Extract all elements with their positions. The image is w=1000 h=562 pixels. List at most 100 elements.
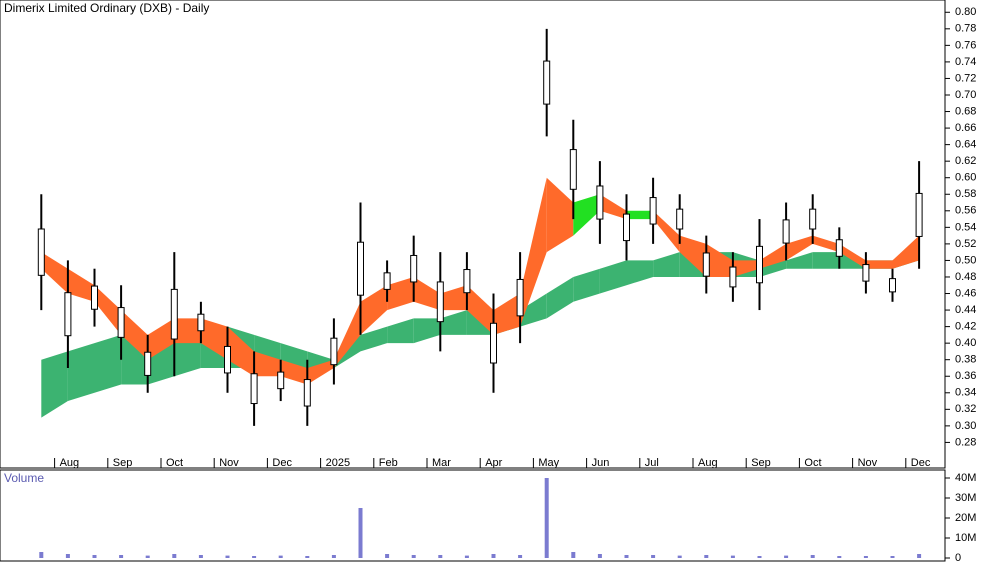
short-band (200, 318, 228, 360)
price-body (436, 281, 444, 323)
volume-bar (544, 478, 549, 558)
volume-bar (597, 554, 602, 558)
volume-bar (331, 555, 336, 558)
price-body (649, 197, 657, 225)
x-tick-label: Dec (911, 457, 931, 469)
price-frame (0, 0, 946, 469)
price-body (490, 322, 497, 364)
volume-bar (438, 555, 443, 558)
volume-bar (571, 552, 576, 558)
volume-bar (784, 555, 789, 558)
volume-bar (464, 555, 469, 558)
short-band (546, 177, 574, 253)
price-body (702, 252, 710, 277)
x-tick-label: Dec (272, 457, 292, 469)
price-body (915, 192, 923, 237)
x-tick-label: Oct (804, 457, 821, 469)
short-band (599, 194, 627, 220)
short-band (147, 318, 175, 360)
short-band (280, 359, 308, 385)
volume-bar (172, 554, 177, 558)
price-body (144, 351, 152, 376)
y-tick-label: 0.62 (955, 155, 976, 167)
volume-bar (917, 554, 922, 558)
long-band (94, 334, 122, 393)
y-tick-label: 30M (955, 492, 976, 504)
x-tick-label: Nov (219, 457, 239, 469)
short-band (41, 252, 68, 294)
long-band (520, 293, 547, 327)
volume-bar (651, 555, 656, 558)
y-tick-label: 0.46 (955, 287, 976, 299)
y-tick-label: 0.28 (955, 436, 976, 448)
short-band (67, 268, 95, 302)
x-tick-label: Nov (858, 457, 878, 469)
long-band (786, 252, 813, 269)
price-body (330, 337, 338, 366)
long-band (599, 260, 627, 294)
short-band (812, 235, 840, 253)
price-body (383, 272, 391, 290)
y-tick-label: 0.42 (955, 321, 976, 333)
y-tick-label: 0.58 (955, 188, 976, 200)
price-body (410, 254, 418, 283)
price-body (889, 278, 896, 293)
long-band (546, 276, 574, 319)
price-body (64, 292, 72, 337)
volume-bar (890, 556, 895, 558)
y-tick-label: 0.74 (955, 56, 976, 68)
volume-bar (145, 555, 150, 558)
short-band (839, 243, 866, 269)
y-tick-label: 0.30 (955, 420, 976, 432)
volume-bar (385, 554, 390, 558)
price-body (117, 307, 125, 338)
x-tick-label: Jun (592, 457, 610, 469)
volume-bar (119, 555, 124, 558)
price-body (729, 266, 737, 288)
x-tick-label: Jul (645, 457, 659, 469)
short-band (227, 326, 255, 377)
long-band (440, 310, 467, 335)
short-band (759, 243, 787, 269)
short-band (679, 235, 707, 277)
x-tick-label: Aug (698, 457, 718, 469)
y-tick-label: 0.54 (955, 221, 976, 233)
y-tick-label: 0.44 (955, 304, 976, 316)
short-band (493, 293, 521, 335)
y-tick-label: 0.50 (955, 254, 976, 266)
short-band (466, 285, 494, 335)
y-tick-label: 0.80 (955, 6, 976, 18)
y-tick-label: 0.40 (955, 337, 976, 349)
price-body (782, 219, 790, 244)
price-body (569, 149, 577, 190)
x-tick-label: Feb (379, 457, 398, 469)
long-band (387, 318, 414, 344)
y-tick-label: 0.38 (955, 354, 976, 366)
price-body (37, 228, 45, 276)
short-band (307, 359, 334, 385)
short-band (892, 235, 920, 269)
y-tick-label: 0.72 (955, 72, 976, 84)
price-body (170, 288, 178, 340)
y-tick-label: 0.60 (955, 172, 976, 184)
volume-bar (198, 555, 203, 558)
y-tick-label: 0.76 (955, 39, 976, 51)
short-band (520, 177, 547, 327)
volume-bar (837, 556, 842, 558)
short-band (360, 285, 388, 335)
short-band (121, 310, 148, 360)
price-body (543, 60, 551, 105)
x-tick-label: Sep (113, 457, 133, 469)
price-body (277, 371, 285, 390)
price-body (516, 278, 524, 317)
short-band (333, 301, 361, 368)
y-tick-label: 0.34 (955, 387, 976, 399)
volume-frame (0, 469, 946, 562)
long-band (360, 326, 388, 352)
short-band (254, 351, 281, 377)
price-body (835, 239, 843, 257)
x-tick-label: Oct (166, 457, 183, 469)
y-tick-label: 10M (955, 532, 976, 544)
short-band (413, 276, 441, 311)
price-body (463, 269, 471, 294)
